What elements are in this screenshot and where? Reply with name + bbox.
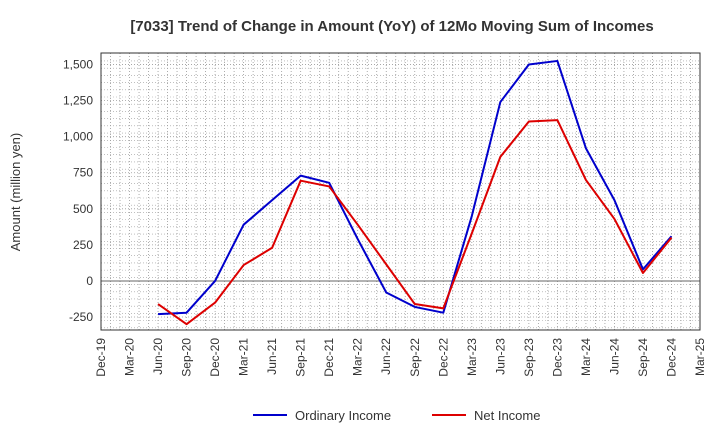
axes: -250 0 250 500 750 1,000 1,250 1,500 Dec-19 Mar-2… (63, 52, 707, 377)
y-axis-label: Amount (million yen) (8, 133, 23, 252)
x-tick-label: Mar-24 (579, 338, 593, 376)
y-tick-label: 0 (86, 274, 93, 288)
x-tick-label: Dec-22 (436, 338, 450, 377)
y-tick-label: 1,250 (63, 94, 93, 108)
series-line (157, 119, 673, 326)
x-tick-label: Jun-23 (493, 338, 507, 375)
x-tick-label: Jun-20 (151, 338, 165, 375)
chart-title: [7033] Trend of Change in Amount (YoY) o… (130, 18, 653, 35)
x-tick-label: Jun-22 (379, 338, 393, 375)
legend-label: Ordinary Income (295, 408, 391, 423)
legend-label: Net Income (474, 408, 540, 423)
y-tick-label: 750 (73, 166, 93, 180)
x-tick-label: Sep-20 (180, 338, 194, 377)
x-tick-label: Jun-21 (265, 338, 279, 375)
x-tick-label: Mar-25 (693, 338, 707, 376)
plot-frame (100, 52, 701, 331)
grid (100, 53, 701, 330)
x-tick-label: Mar-22 (351, 338, 365, 376)
x-tick-label: Dec-23 (550, 338, 564, 377)
x-tick-label: Sep-23 (522, 338, 536, 377)
x-tick-label: Dec-21 (322, 338, 336, 377)
x-tick-label: Sep-24 (636, 338, 650, 377)
x-tick-label: Mar-20 (123, 338, 137, 376)
x-tick-label: Dec-20 (208, 338, 222, 377)
x-tick-label: Dec-24 (664, 338, 678, 377)
y-tick-label: -250 (69, 310, 93, 324)
x-tick-label: Sep-22 (408, 338, 422, 377)
y-tick-label: 1,000 (63, 130, 93, 144)
y-tick-label: 1,500 (63, 58, 93, 72)
series-lines (157, 59, 673, 326)
x-tick-label: Dec-19 (94, 338, 108, 377)
x-tick-label: Sep-21 (294, 338, 308, 377)
y-tick-label: 250 (73, 238, 93, 252)
legend: Ordinary Income Net Income (253, 408, 540, 423)
series-line (157, 59, 673, 316)
x-tick-label: Mar-21 (237, 338, 251, 376)
x-tick-label: Mar-23 (465, 338, 479, 376)
y-tick-label: 500 (73, 202, 93, 216)
x-tick-label: Jun-24 (607, 338, 621, 375)
